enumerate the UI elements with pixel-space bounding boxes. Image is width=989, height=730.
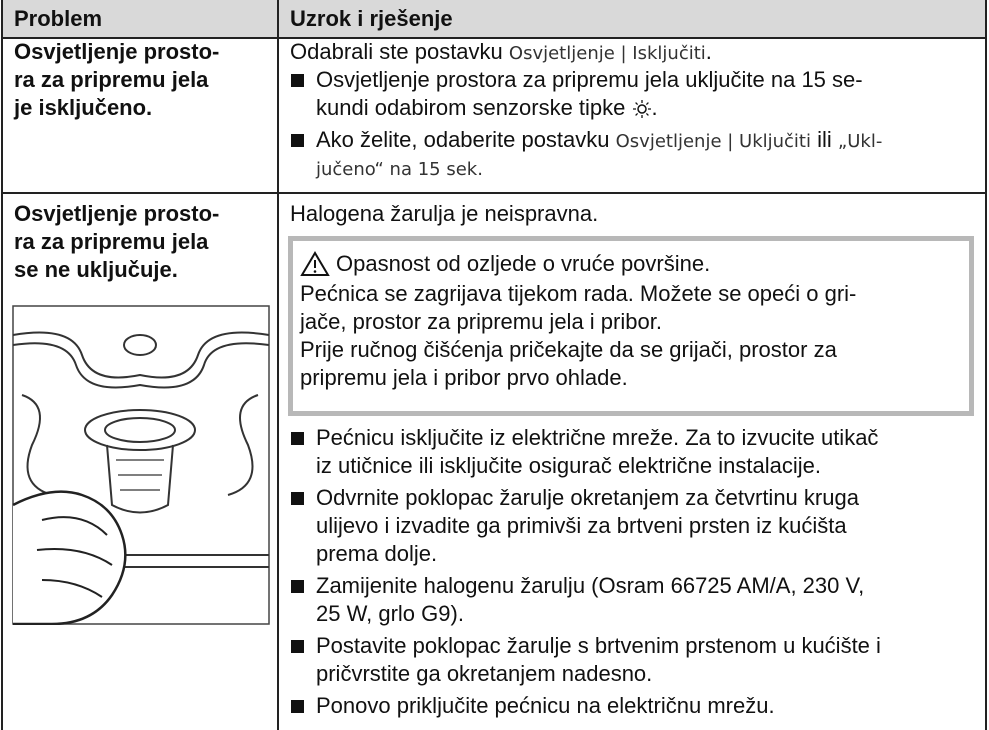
bullet [291, 492, 304, 505]
illustration [12, 305, 270, 625]
text: Osvjetljenje | Isključiti [508, 43, 706, 64]
text: ulijevo i izvadite ga primivši za brtven… [316, 513, 847, 538]
text: Ako želite, odaberite postavku [316, 127, 616, 152]
problem-line: Osvjetljenje prosto- [14, 39, 220, 64]
text: Pećnicu isključite iz električne mreže. … [316, 425, 879, 450]
text: Odabrali ste postavku [290, 39, 509, 64]
step-line: Ponovo priključite pećnicu na električnu… [316, 692, 775, 720]
rule [1, 0, 3, 730]
text: 25 W, grlo G9). [316, 601, 464, 626]
text: . [705, 39, 712, 64]
text: Postavite poklopac žarulje s brtvenim pr… [316, 633, 881, 658]
text: Halogena žarulja je neispravna. [290, 201, 599, 226]
step-line: Odvrnite poklopac žarulje okretanjem za … [316, 484, 859, 512]
step-line: Osvjetljenje prostora za pripremu jela u… [316, 66, 863, 94]
step-line: Ako želite, odaberite postavku Osvjetlje… [316, 126, 882, 154]
text: pričvrstite ga okretanjem nadesno. [316, 661, 653, 686]
bullet [291, 74, 304, 87]
problem-line: Osvjetljenje prosto- [14, 201, 220, 226]
text: Odvrnite poklopac žarulje okretanjem za … [316, 485, 859, 510]
bullet [291, 640, 304, 653]
bullet [291, 432, 304, 445]
bullet [291, 134, 304, 147]
rule [2, 192, 986, 194]
step-line: pričvrstite ga okretanjem nadesno. [316, 660, 652, 688]
rule [985, 0, 987, 730]
step-line: prema dolje. [316, 540, 437, 568]
text: Ponovo priključite pećnicu na električnu… [316, 693, 775, 718]
problem-line: ra za pripremu jela [14, 229, 209, 254]
problem-line: je isključeno. [14, 95, 153, 120]
problem-line: ra za pripremu jela [14, 67, 209, 92]
rule [277, 0, 279, 730]
text: kundi odabirom senzorske tipke [316, 95, 632, 120]
step-line: Zamijenite halogenu žarulju (Osram 66725… [316, 572, 864, 600]
cause-intro: Odabrali ste postavku Osvjetljenje | Isk… [290, 38, 712, 66]
text: jučeno“ na 15 sek. [316, 159, 483, 180]
warning-box [288, 236, 974, 416]
step-line: jučeno“ na 15 sek. [316, 154, 483, 182]
text: Zamijenite halogenu žarulju (Osram 66725… [316, 573, 865, 598]
problem-line: se ne uključuje. [14, 257, 178, 282]
header-problem: Problem [14, 6, 103, 31]
step-line: kundi odabirom senzorske tipke . [316, 94, 658, 122]
header-bg [2, 0, 986, 38]
header-cause: Uzrok i rješenje [290, 6, 453, 31]
step-line: iz utičnice ili isključite osigurač elek… [316, 452, 821, 480]
rule [2, 37, 986, 39]
step-line: ulijevo i izvadite ga primivši za brtven… [316, 512, 847, 540]
text: . [651, 95, 658, 120]
warning-title: Opasnost od ozljede o vruće površine. [336, 251, 711, 276]
bullet [291, 580, 304, 593]
warning-line: jače, prostor za pripremu jela i pribor. [300, 309, 662, 334]
text: iz utičnice ili isključite osigurač elek… [316, 453, 821, 478]
warning-line: Prije ručnog čišćenja pričekajte da se g… [300, 337, 837, 362]
step-line: 25 W, grlo G9). [316, 600, 464, 628]
warning-line: pripremu jela i pribor prvo ohlade. [300, 365, 628, 390]
warning-line: Pećnica se zagrijava tijekom rada. Možet… [300, 281, 857, 306]
cause-intro: Halogena žarulja je neispravna. [290, 200, 598, 228]
step-line: Pećnicu isključite iz električne mreže. … [316, 424, 878, 452]
text: „Ukl- [837, 131, 883, 152]
text: Osvjetljenje prostora za pripremu jela u… [316, 67, 863, 92]
light-icon [632, 100, 651, 118]
step-line: Postavite poklopac žarulje s brtvenim pr… [316, 632, 881, 660]
text: prema dolje. [316, 541, 438, 566]
warning-icon [300, 251, 330, 276]
text: ili [811, 127, 838, 152]
text: Osvjetljenje | Uključiti [615, 131, 811, 152]
bullet [291, 700, 304, 713]
